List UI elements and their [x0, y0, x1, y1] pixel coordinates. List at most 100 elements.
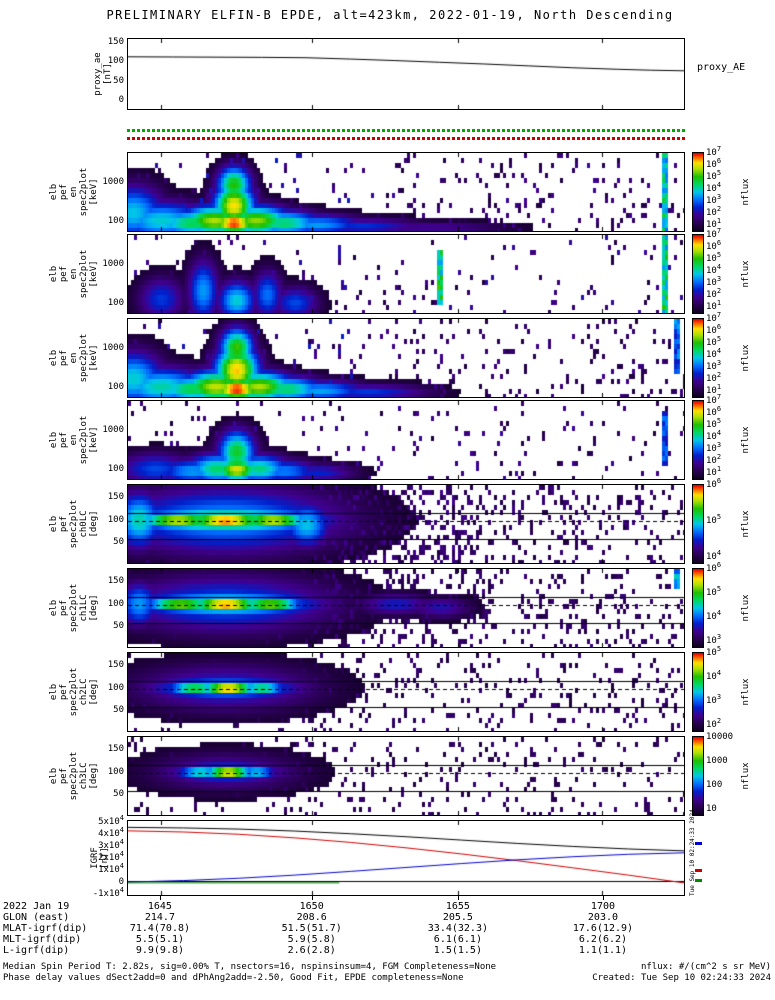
spectro-ytick-label: 100: [107, 766, 124, 777]
spectro-canvas-en2: [128, 319, 684, 397]
spectro-panel-en1: [127, 234, 685, 314]
spectro-panel-ch1LC: [127, 568, 685, 648]
axis-row-value: 17.6(12.9): [572, 923, 634, 934]
colorbar-tick-label: 105: [706, 417, 722, 431]
colorbar-tick-label: 107: [706, 311, 722, 325]
igrf-ytick-label: 5x104: [98, 814, 124, 828]
colorbar-tick-label: 10000: [706, 732, 734, 742]
colorbar-tick-label: 102: [706, 717, 722, 731]
time-axis-tick: [602, 896, 604, 900]
colorbar-tick-label: 103: [706, 193, 722, 207]
igrf-ytick-label: 1x104: [98, 861, 124, 875]
colorbar-canvas-en2: [693, 319, 703, 397]
spectro-ytick-label: 1000: [102, 259, 124, 270]
colorbar-axis-label-ch0LC: nflux: [741, 510, 751, 538]
axis-row-value: 71.4(70.8): [129, 923, 191, 934]
spectro-canvas-en0: [128, 153, 684, 231]
spectro-canvas-ch1LC: [128, 569, 684, 647]
time-axis-tick: [159, 896, 161, 900]
spectro-ytick-label: 100: [107, 514, 124, 525]
colorbar-ch2LC: [692, 652, 704, 732]
colorbar-tick-label: 103: [706, 441, 722, 455]
colorbar-tick-label: 101: [706, 217, 722, 231]
time-tick-label: 1700: [590, 901, 616, 912]
colorbar-axis-label-ch1LC: nflux: [741, 594, 751, 622]
flag-row-green: [127, 129, 685, 132]
time-axis-tick: [457, 896, 459, 900]
spectro-ytick-label: 100: [107, 381, 124, 392]
proxy-panel: [127, 38, 685, 110]
igrf-panel: [127, 820, 685, 896]
colorbar-tick-label: 105: [706, 335, 722, 349]
spectro-ytick-label: 150: [107, 744, 124, 755]
colorbar-tick-label: 10: [706, 804, 717, 814]
spectro-panel-en2: [127, 318, 685, 398]
colorbar-tick-label: 102: [706, 287, 722, 301]
colorbar-canvas-en1: [693, 235, 703, 313]
colorbar-tick-label: 106: [706, 239, 722, 253]
spectro-ytick-label: 1000: [102, 177, 124, 188]
colorbar-tick-label: 105: [706, 513, 722, 527]
proxy-ytick-label: 0: [118, 95, 124, 106]
spectro-ytick-label: 50: [113, 704, 124, 715]
colorbar-tick-label: 107: [706, 145, 722, 159]
igrf-ytick-label: 4x104: [98, 826, 124, 840]
colorbar-axis-label-ch3LC: nflux: [741, 762, 751, 790]
colorbar-tick-label: 107: [706, 227, 722, 241]
colorbar-tick-label: 101: [706, 465, 722, 479]
proxy-ytick-label: 150: [107, 36, 124, 47]
spectro-ytick-label: 100: [107, 463, 124, 474]
spectro-panel-ch0LC: [127, 484, 685, 564]
spectro-ytick-label: 50: [113, 620, 124, 631]
footer-created: Created: Tue Sep 10 02:24:33 2024: [592, 973, 771, 983]
axis-date-label: 2022 Jan 19: [3, 901, 70, 912]
axis-row-value: 33.4(32.3): [427, 923, 488, 934]
spectro-ytick-label: 50: [113, 536, 124, 547]
colorbar-tick-label: 102: [706, 453, 722, 467]
igrf-ytick-label: 3x104: [98, 838, 124, 852]
spectro-ytick-label: 1000: [102, 343, 124, 354]
colorbar-tick-label: 103: [706, 275, 722, 289]
colorbar-tick-label: 104: [706, 429, 722, 443]
colorbar-axis-label-en1: nflux: [741, 260, 751, 288]
colorbar-tick-label: 104: [706, 181, 722, 195]
colorbar-canvas-en0: [693, 153, 703, 231]
colorbar-canvas-ch2LC: [693, 653, 703, 731]
colorbar-tick-label: 101: [706, 299, 722, 313]
proxy-ytick-label: 100: [107, 56, 124, 67]
axis-row-label: L-igrf(dip): [3, 945, 70, 956]
spectro-canvas-ch0LC: [128, 485, 684, 563]
colorbar-tick-label: 101: [706, 383, 722, 397]
time-tick-label: 1655: [445, 901, 470, 912]
igrf-ytick-label: -1x104: [92, 885, 124, 899]
colorbar-tick-label: 103: [706, 693, 722, 707]
colorbar-canvas-en3: [693, 401, 703, 479]
axis-row-label: MLAT-igrf(dip): [3, 923, 88, 934]
spectro-ytick-label: 100: [107, 297, 124, 308]
spectro-ytick-label: 100: [107, 682, 124, 693]
colorbar-en1: [692, 234, 704, 314]
axis-row-value: 6.1(6.1): [433, 934, 482, 945]
colorbar-tick-label: 100: [706, 780, 723, 790]
proxy-right-label: proxy_AE: [697, 62, 746, 73]
colorbar-tick-label: 106: [706, 477, 722, 491]
time-axis-tick: [311, 896, 313, 900]
igrf-legend-mark-0: [695, 842, 702, 845]
axis-row-value: 203.0: [587, 912, 619, 923]
axis-row-value: 5.9(5.8): [287, 934, 336, 945]
spectro-canvas-ch3LC: [128, 737, 684, 815]
colorbar-axis-label-en3: nflux: [741, 426, 751, 454]
colorbar-tick-label: 106: [706, 405, 722, 419]
colorbar-tick-label: 105: [706, 645, 722, 659]
footer-phase-delay: Phase delay values dSect2add=0 and dPhAn…: [3, 973, 464, 983]
axis-row-value: 51.5(51.7): [281, 923, 342, 934]
colorbar-canvas-ch1LC: [693, 569, 703, 647]
colorbar-en3: [692, 400, 704, 480]
spectro-panel-ch3LC: [127, 736, 685, 816]
colorbar-tick-label: 102: [706, 205, 722, 219]
igrf-legend-mark-1: [695, 869, 702, 872]
colorbar-tick-label: 104: [706, 549, 722, 563]
spectro-ytick-label: 150: [107, 492, 124, 503]
colorbar-tick-label: 105: [706, 585, 722, 599]
